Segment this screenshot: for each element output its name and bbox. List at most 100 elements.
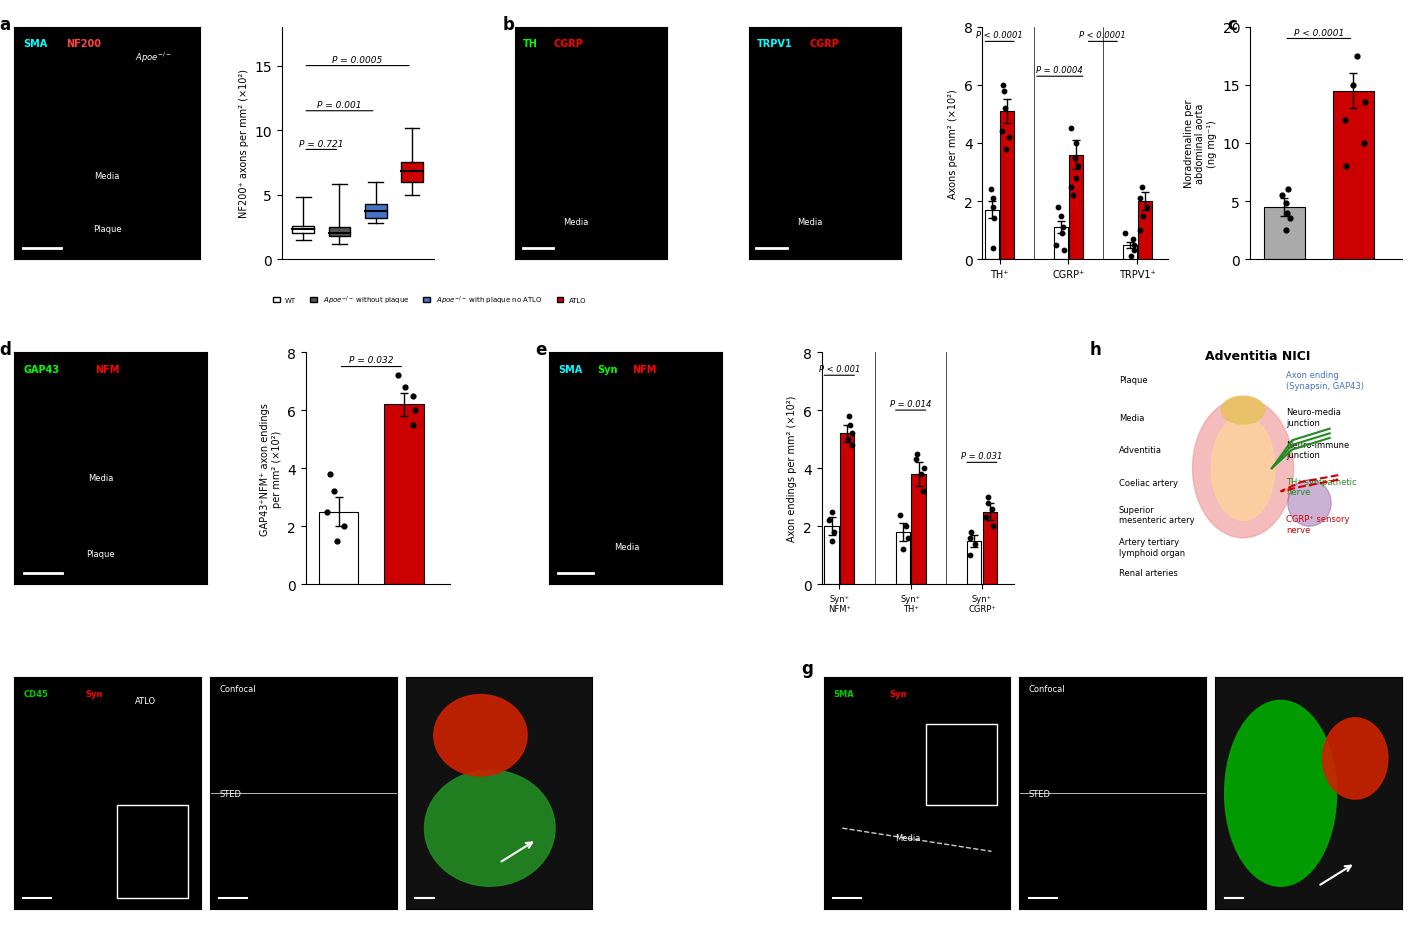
Point bbox=[1123, 244, 1146, 259]
Point bbox=[1272, 188, 1294, 203]
Point bbox=[1345, 49, 1368, 64]
Text: GAP43: GAP43 bbox=[24, 365, 59, 374]
Text: Media: Media bbox=[564, 218, 589, 227]
Point bbox=[1352, 136, 1375, 151]
Text: c: c bbox=[1228, 17, 1238, 34]
Legend: WT, $Apoe^{-/-}$ without plaque, $Apoe^{-/-}$ with plaque no ATLO, ATLO: WT, $Apoe^{-/-}$ without plaque, $Apoe^{… bbox=[270, 291, 589, 309]
Text: Syn: Syn bbox=[85, 689, 102, 698]
Point bbox=[974, 510, 997, 525]
Point bbox=[959, 548, 981, 563]
Bar bbox=[319, 512, 358, 585]
Ellipse shape bbox=[1225, 701, 1337, 886]
Text: P = 0.001: P = 0.001 bbox=[317, 101, 361, 110]
Bar bbox=[986, 211, 998, 260]
Point bbox=[404, 403, 426, 418]
Text: $Apoe^{-/-}$: $Apoe^{-/-}$ bbox=[135, 51, 171, 66]
Point bbox=[838, 409, 861, 424]
Point bbox=[993, 84, 1015, 99]
Bar bbox=[912, 474, 926, 585]
Point bbox=[841, 438, 864, 453]
Point bbox=[1130, 180, 1153, 195]
Point bbox=[896, 531, 919, 546]
Text: Adventitia NICI: Adventitia NICI bbox=[1205, 350, 1310, 363]
Point bbox=[981, 200, 1004, 215]
Point bbox=[1113, 226, 1136, 241]
Point bbox=[980, 183, 1003, 198]
Text: P = 0.031: P = 0.031 bbox=[961, 452, 1003, 460]
Point bbox=[319, 467, 341, 482]
Point bbox=[1119, 250, 1141, 264]
Text: P = 0.014: P = 0.014 bbox=[891, 399, 932, 408]
Point bbox=[981, 241, 1004, 256]
Text: Confocal: Confocal bbox=[1029, 685, 1065, 693]
Text: CD45: CD45 bbox=[24, 689, 48, 698]
Text: NFM: NFM bbox=[633, 365, 657, 374]
FancyBboxPatch shape bbox=[401, 163, 423, 183]
Point bbox=[820, 505, 843, 520]
Text: Axon ending
(Synapsin, GAP43): Axon ending (Synapsin, GAP43) bbox=[1286, 371, 1365, 390]
Text: Coeliac artery: Coeliac artery bbox=[1119, 478, 1178, 487]
Text: Plaque: Plaque bbox=[1119, 376, 1147, 385]
Point bbox=[1342, 79, 1365, 94]
Point bbox=[998, 131, 1021, 146]
Point bbox=[821, 534, 844, 548]
FancyBboxPatch shape bbox=[365, 204, 387, 219]
Text: Syn: Syn bbox=[598, 365, 619, 374]
Point bbox=[402, 389, 425, 404]
Bar bbox=[983, 512, 997, 585]
Point bbox=[1136, 200, 1158, 215]
Text: h: h bbox=[1090, 341, 1102, 359]
Point bbox=[818, 513, 841, 528]
Text: Adventitia: Adventitia bbox=[1119, 445, 1163, 455]
Text: Neuro-immune
junction: Neuro-immune junction bbox=[1286, 441, 1349, 459]
Text: TH⁺ sympathetic
nerve: TH⁺ sympathetic nerve bbox=[1286, 478, 1357, 496]
FancyBboxPatch shape bbox=[293, 226, 314, 234]
Text: b: b bbox=[503, 17, 515, 34]
Text: SMA: SMA bbox=[558, 365, 582, 374]
Point bbox=[906, 446, 929, 461]
Bar bbox=[840, 434, 854, 585]
Point bbox=[909, 467, 932, 482]
Bar bbox=[967, 541, 981, 585]
Point bbox=[1334, 113, 1357, 128]
Bar bbox=[1332, 92, 1374, 260]
Text: d: d bbox=[0, 341, 11, 359]
Point bbox=[326, 534, 348, 548]
Text: Renal arteries: Renal arteries bbox=[1119, 569, 1178, 577]
Point bbox=[1065, 136, 1087, 151]
Point bbox=[1068, 160, 1090, 174]
Point bbox=[981, 191, 1004, 206]
Point bbox=[1334, 160, 1357, 174]
Text: g: g bbox=[801, 659, 813, 677]
Y-axis label: Noradrenaline per
abdominal aorta
(ng mg⁻¹): Noradrenaline per abdominal aorta (ng mg… bbox=[1184, 99, 1216, 188]
Text: P < 0.0001: P < 0.0001 bbox=[976, 31, 1022, 40]
Bar bbox=[1123, 245, 1137, 260]
Text: CGRP: CGRP bbox=[810, 39, 840, 49]
Text: Confocal: Confocal bbox=[219, 685, 256, 693]
Point bbox=[977, 496, 1000, 510]
Text: CGRP: CGRP bbox=[554, 39, 583, 49]
Point bbox=[964, 536, 987, 551]
Bar bbox=[1054, 228, 1068, 260]
Point bbox=[905, 453, 927, 468]
Bar bbox=[896, 533, 910, 585]
Text: Media: Media bbox=[88, 473, 113, 483]
Bar bbox=[824, 527, 838, 585]
Ellipse shape bbox=[1192, 399, 1294, 538]
Point bbox=[1354, 96, 1376, 110]
Point bbox=[1129, 191, 1151, 206]
Point bbox=[394, 380, 416, 395]
Point bbox=[991, 79, 1014, 94]
Text: P < 0.001: P < 0.001 bbox=[818, 365, 860, 373]
Text: Artery tertiary
lymphoid organ: Artery tertiary lymphoid organ bbox=[1119, 538, 1185, 557]
Point bbox=[981, 502, 1004, 517]
Text: P < 0.0001: P < 0.0001 bbox=[1294, 29, 1344, 38]
Text: a: a bbox=[0, 17, 10, 34]
Ellipse shape bbox=[1287, 481, 1331, 527]
Point bbox=[977, 490, 1000, 505]
Bar bbox=[385, 405, 423, 585]
Point bbox=[387, 368, 409, 383]
Point bbox=[960, 525, 983, 540]
Point bbox=[1051, 226, 1073, 241]
Text: ATLO: ATLO bbox=[136, 696, 157, 705]
